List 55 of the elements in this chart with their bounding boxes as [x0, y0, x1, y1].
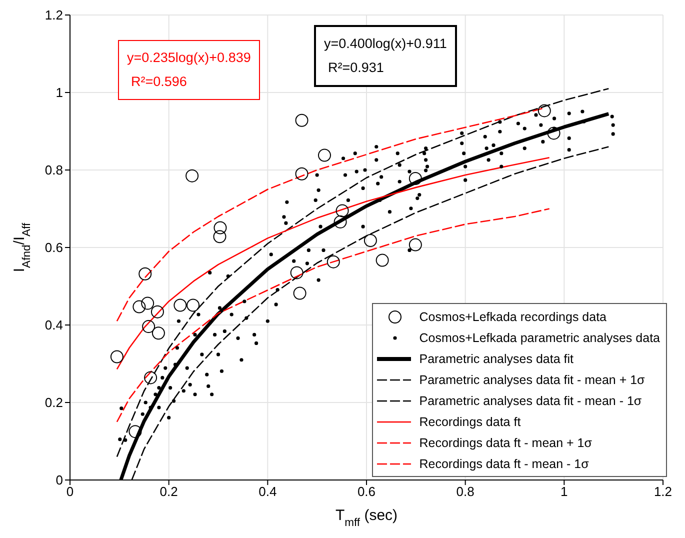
annotation: R²=0.931: [327, 59, 385, 77]
legend-label: Parametric analyses data fit - mean + 1σ: [419, 372, 645, 386]
point: [150, 305, 164, 318]
point: [334, 215, 347, 228]
legend-label: Recordings data ft: [419, 414, 521, 428]
annotation: y=0.400log(x)+0.911: [324, 35, 447, 53]
point: [336, 204, 349, 218]
x-tick-label: 0.6: [357, 484, 376, 500]
legend-label: Recordings data ft - mean - 1σ: [419, 456, 589, 470]
point: [186, 298, 200, 312]
annotation: R²=0.596: [130, 73, 188, 91]
point: [364, 234, 377, 248]
point: [152, 326, 165, 340]
y-tick-label: 1: [56, 85, 63, 100]
point: [295, 167, 308, 180]
y-tick-label: 0.6: [44, 240, 63, 256]
point: [110, 350, 124, 364]
y-tick-label: 1.2: [44, 8, 63, 23]
point: [290, 266, 304, 280]
point: [213, 230, 226, 244]
y-tick-label: 0.4: [44, 318, 63, 333]
legend-label: Cosmos+Lefkada parametric analyses data: [419, 330, 660, 344]
y-tick-label: 0.2: [44, 395, 63, 410]
y-tick-label: 0: [56, 472, 63, 488]
point: [214, 221, 227, 234]
x-axis-title: T$_{mff}$ (sec): [335, 507, 398, 529]
legend-label: Parametric analyses data fit: [419, 352, 574, 366]
point: [142, 320, 156, 334]
x-tick-label: 0: [66, 484, 74, 500]
legend-label: Cosmos+Lefkada recordings data: [419, 310, 606, 324]
point: [295, 114, 308, 127]
point: [141, 296, 154, 310]
point: [174, 298, 187, 312]
annotation: y=0.235log(x)+0.839: [127, 49, 251, 67]
legend-label: Recordings data ft - mean + 1σ: [419, 436, 592, 450]
point: [326, 255, 340, 268]
point: [408, 172, 422, 186]
point: [293, 286, 306, 300]
x-tick-label: 1: [560, 484, 568, 500]
point: [144, 371, 158, 384]
x-tick-label: 1.2: [654, 484, 672, 500]
legend-label: Parametric analyses data fit - mean - 1σ: [419, 394, 642, 408]
point: [132, 300, 146, 314]
point: [138, 267, 152, 280]
y-tick-label: 0.8: [44, 162, 63, 178]
x-tick-label: 0.4: [258, 484, 277, 500]
x-tick-label: 0.2: [160, 484, 178, 500]
point: [186, 169, 199, 182]
point: [376, 254, 389, 267]
point: [128, 425, 142, 438]
point: [408, 238, 422, 252]
x-tick-label: 0.8: [456, 484, 474, 500]
point: [547, 126, 560, 140]
point: [538, 104, 551, 118]
point: [318, 148, 331, 162]
